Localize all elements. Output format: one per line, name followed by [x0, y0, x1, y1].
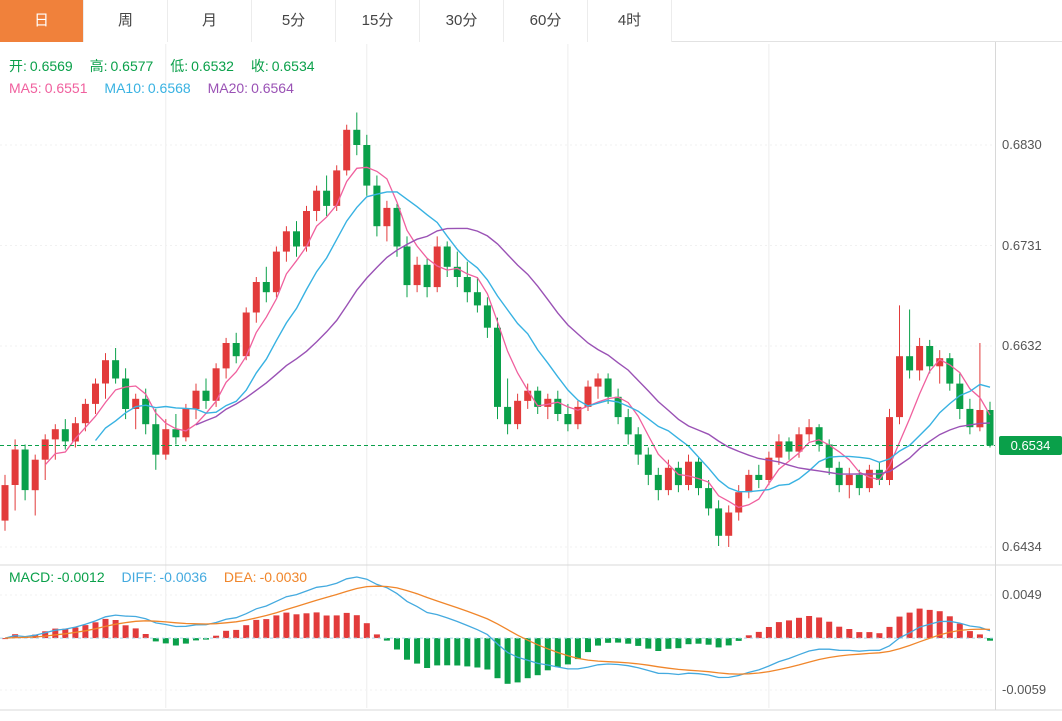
price-tick: 0.6830 [1002, 137, 1042, 152]
tab-30min[interactable]: 30分 [420, 0, 504, 42]
tab-week[interactable]: 周 [84, 0, 168, 42]
macd-tick: 0.0049 [1002, 587, 1042, 602]
candlestick-macd-chart[interactable] [0, 42, 1062, 721]
tab-day[interactable]: 日 [0, 0, 84, 42]
tab-15min[interactable]: 15分 [336, 0, 420, 42]
tab-month[interactable]: 月 [168, 0, 252, 42]
tab-4hour[interactable]: 4时 [588, 0, 672, 42]
tab-5min[interactable]: 5分 [252, 0, 336, 42]
tab-60min[interactable]: 60分 [504, 0, 588, 42]
price-tick: 0.6434 [1002, 539, 1042, 554]
interval-tabbar: 日 周 月 5分 15分 30分 60分 4时 [0, 0, 1062, 42]
current-price-badge: 0.6534 [999, 436, 1062, 455]
macd-tick: -0.0059 [1002, 682, 1047, 697]
price-tick: 0.6632 [1002, 338, 1042, 353]
price-tick: 0.6731 [1002, 238, 1042, 253]
